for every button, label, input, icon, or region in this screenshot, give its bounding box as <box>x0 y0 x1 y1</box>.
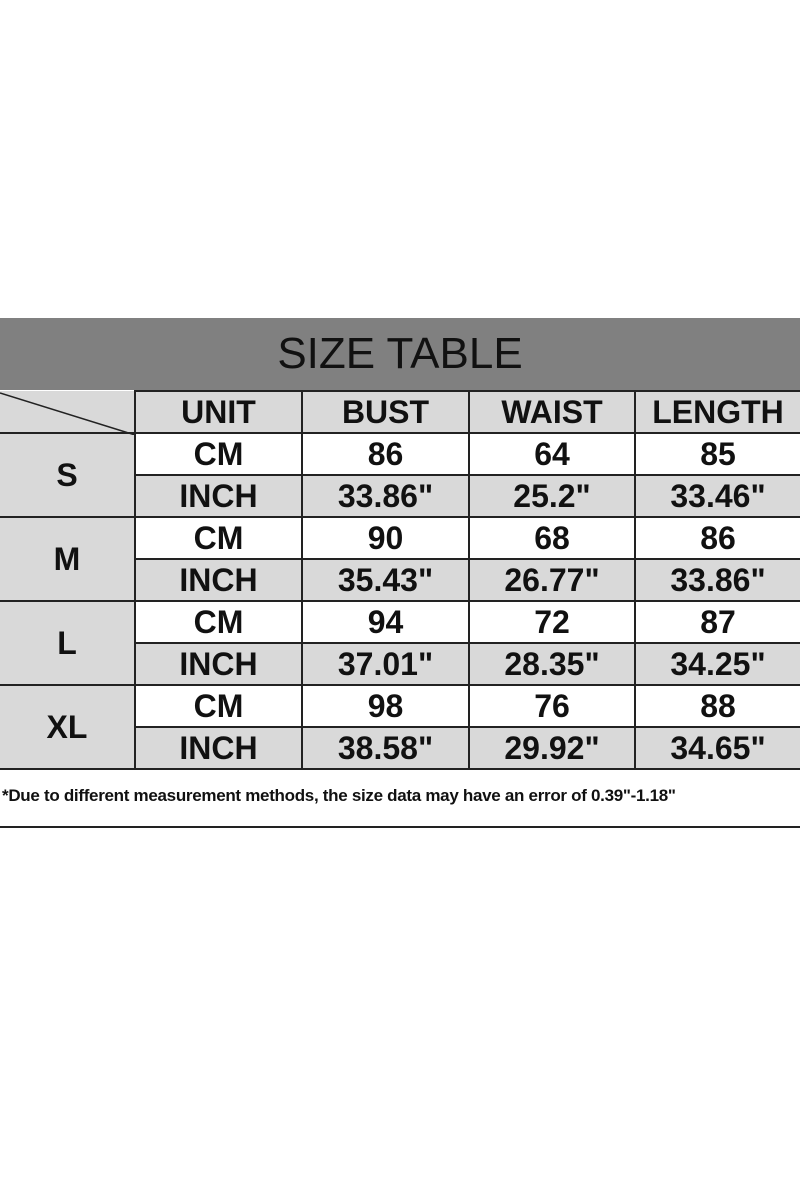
table-row-s-cm: S CM 86 64 85 <box>0 432 800 518</box>
cell-length: 88 <box>634 684 800 728</box>
cell-waist: 68 <box>468 516 636 560</box>
cell-waist: 72 <box>468 600 636 644</box>
size-table-title: SIZE TABLE <box>0 318 800 390</box>
cell-unit: INCH <box>134 558 303 602</box>
cell-waist: 26.77" <box>468 558 636 602</box>
table-row-s-inch: INCH 33.86" 25.2" 33.46" <box>0 474 800 518</box>
header-row: UNIT BUST WAIST LENGTH <box>0 390 800 435</box>
size-label: M <box>0 516 136 602</box>
cell-unit: CM <box>134 684 303 728</box>
cell-waist: 25.2" <box>468 474 636 518</box>
cell-length: 33.46" <box>634 474 800 518</box>
diagonal-corner-cell <box>0 391 136 435</box>
cell-unit: INCH <box>134 726 303 770</box>
cell-bust: 90 <box>301 516 470 560</box>
header-waist: WAIST <box>468 390 636 434</box>
cell-bust: 98 <box>301 684 470 728</box>
cell-length: 33.86" <box>634 558 800 602</box>
table-row-xl-inch: INCH 38.58" 29.92" 34.65" <box>0 726 800 770</box>
cell-length: 87 <box>634 600 800 644</box>
cell-unit: CM <box>134 600 303 644</box>
measurement-note: *Due to different measurement methods, t… <box>2 786 676 805</box>
diagonal-line-icon <box>0 392 135 435</box>
table-row-m-inch: INCH 35.43" 26.77" 33.86" <box>0 558 800 602</box>
cell-length: 86 <box>634 516 800 560</box>
table-row-l-inch: INCH 37.01" 28.35" 34.25" <box>0 642 800 686</box>
size-label: S <box>0 432 136 518</box>
cell-waist: 29.92" <box>468 726 636 770</box>
divider <box>0 826 800 828</box>
size-label: XL <box>0 684 136 770</box>
cell-length: 85 <box>634 432 800 476</box>
header-length: LENGTH <box>634 390 800 434</box>
size-table: UNIT BUST WAIST LENGTH S CM 86 64 85 INCH 33.8… <box>0 390 800 770</box>
cell-waist: 28.35" <box>468 642 636 686</box>
cell-length: 34.65" <box>634 726 800 770</box>
header-unit: UNIT <box>134 390 303 434</box>
cell-waist: 76 <box>468 684 636 728</box>
cell-unit: CM <box>134 516 303 560</box>
table-row-l-cm: L CM 94 72 87 <box>0 600 800 686</box>
cell-waist: 64 <box>468 432 636 476</box>
cell-bust: 86 <box>301 432 470 476</box>
cell-bust: 35.43" <box>301 558 470 602</box>
cell-bust: 38.58" <box>301 726 470 770</box>
cell-bust: 37.01" <box>301 642 470 686</box>
header-bust: BUST <box>301 390 470 434</box>
cell-unit: INCH <box>134 474 303 518</box>
table-row-xl-cm: XL CM 98 76 88 <box>0 684 800 770</box>
cell-unit: INCH <box>134 642 303 686</box>
cell-length: 34.25" <box>634 642 800 686</box>
cell-bust: 94 <box>301 600 470 644</box>
cell-unit: CM <box>134 432 303 476</box>
cell-bust: 33.86" <box>301 474 470 518</box>
size-label: L <box>0 600 136 686</box>
table-row-m-cm: M CM 90 68 86 <box>0 516 800 602</box>
